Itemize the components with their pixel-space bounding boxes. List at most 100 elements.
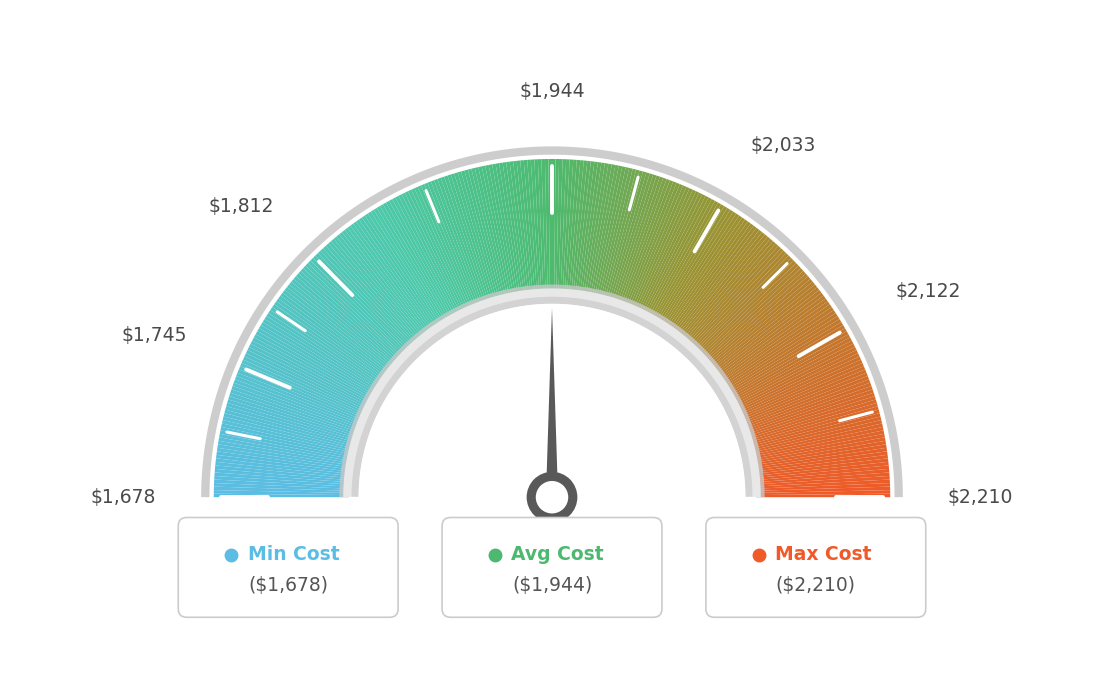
Wedge shape [687,244,778,346]
Wedge shape [566,160,581,295]
Wedge shape [221,424,354,455]
Wedge shape [531,159,541,295]
Wedge shape [444,175,489,305]
Text: $1,678: $1,678 [91,488,157,506]
Wedge shape [710,284,817,371]
Wedge shape [673,226,756,335]
Wedge shape [709,282,815,369]
Wedge shape [643,195,705,317]
Wedge shape [475,167,508,299]
Wedge shape [298,271,401,363]
Wedge shape [230,393,359,437]
Wedge shape [265,316,381,391]
Wedge shape [750,424,883,455]
Wedge shape [461,170,499,302]
Wedge shape [257,328,376,397]
Wedge shape [523,160,538,295]
Wedge shape [215,458,350,476]
Wedge shape [751,431,884,459]
Wedge shape [285,287,393,373]
Wedge shape [577,161,598,296]
Wedge shape [447,175,491,304]
Wedge shape [559,159,566,295]
Wedge shape [569,160,584,295]
Wedge shape [236,373,363,424]
Wedge shape [458,171,498,302]
Wedge shape [603,170,639,301]
Wedge shape [538,159,545,295]
Wedge shape [743,383,871,431]
Wedge shape [754,473,890,484]
Wedge shape [312,255,410,354]
Wedge shape [348,226,431,335]
Wedge shape [214,490,349,495]
Wedge shape [499,163,522,297]
Wedge shape [450,173,493,304]
Wedge shape [732,340,853,405]
Wedge shape [651,203,721,322]
Wedge shape [601,169,636,301]
Wedge shape [216,451,351,472]
Wedge shape [471,168,506,300]
FancyBboxPatch shape [705,518,926,618]
Wedge shape [296,273,400,364]
Wedge shape [606,171,646,302]
Wedge shape [637,190,696,313]
Wedge shape [618,178,667,306]
Wedge shape [739,366,866,420]
Wedge shape [214,476,350,486]
Wedge shape [485,165,514,298]
Wedge shape [541,159,548,295]
Wedge shape [214,473,350,484]
Wedge shape [556,159,563,295]
Wedge shape [427,181,479,308]
Wedge shape [731,337,852,403]
Wedge shape [405,191,466,315]
Wedge shape [742,376,869,426]
Wedge shape [735,353,860,413]
Wedge shape [226,403,357,442]
Wedge shape [337,235,424,341]
Wedge shape [224,410,355,446]
Wedge shape [402,193,464,315]
Wedge shape [699,263,798,358]
Wedge shape [302,266,404,360]
Wedge shape [534,159,543,295]
Wedge shape [753,448,888,470]
Wedge shape [342,230,427,338]
Wedge shape [234,380,362,428]
Wedge shape [225,406,357,444]
Wedge shape [389,199,456,319]
Wedge shape [395,196,460,317]
Wedge shape [741,373,868,424]
Wedge shape [308,261,407,357]
Wedge shape [481,166,512,299]
Wedge shape [364,213,442,328]
Wedge shape [261,322,379,394]
Polygon shape [545,308,559,497]
Wedge shape [611,173,654,304]
Wedge shape [586,164,612,297]
Text: $2,122: $2,122 [895,282,960,301]
Wedge shape [220,431,353,459]
Wedge shape [549,159,552,294]
Text: ($1,944): ($1,944) [512,576,592,595]
Wedge shape [223,413,355,449]
Wedge shape [750,420,882,453]
Wedge shape [740,369,867,422]
Wedge shape [623,180,673,308]
FancyBboxPatch shape [442,518,662,618]
Wedge shape [725,322,843,394]
Wedge shape [657,208,730,325]
Text: ($1,678): ($1,678) [248,576,328,595]
Wedge shape [320,248,415,349]
Wedge shape [580,162,602,297]
Wedge shape [736,357,861,415]
Wedge shape [437,178,486,306]
Text: Max Cost: Max Cost [775,546,872,564]
Wedge shape [414,187,471,312]
Wedge shape [573,161,591,295]
Wedge shape [718,302,830,382]
Wedge shape [646,197,712,318]
Wedge shape [252,337,373,403]
